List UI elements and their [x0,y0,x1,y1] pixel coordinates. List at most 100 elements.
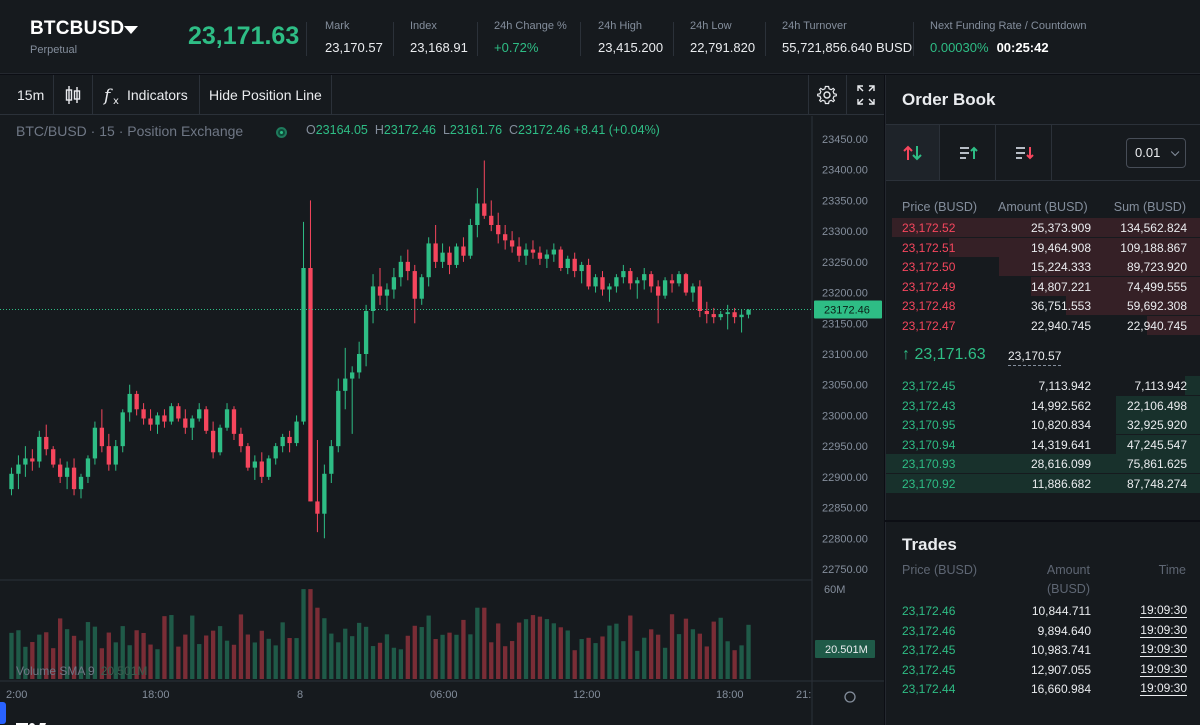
trade-time[interactable]: 19:09:30 [1140,622,1187,638]
candle-body [704,311,709,315]
ohlc-open: 23164.05 [315,123,368,137]
candle-body [593,277,598,287]
ask-row[interactable]: 23,172.49 14,807.221 74,499.555 [886,276,1200,296]
volume-bar [44,632,49,679]
trade-time[interactable]: 19:09:30 [1140,681,1187,697]
row-sum: 89,723.920 [1126,260,1187,275]
tradingview-logo[interactable] [14,718,48,725]
row-sum: 22,940.745 [1126,319,1187,333]
candle-body [690,286,696,293]
candle-body [461,246,466,256]
volume-bar [377,642,383,679]
order-book-title: Order Book [902,90,996,109]
volume-bar [461,619,466,679]
ask-row[interactable]: 23,172.48 36,751.553 59,692.308 [886,296,1200,316]
candle-body [280,436,285,447]
view-both-button[interactable] [886,125,940,180]
mark-price[interactable]: 23,170.57 [1008,349,1062,366]
trade-time[interactable]: 19:09:30 [1140,642,1187,658]
volume-bar [370,646,376,679]
axis-settings-icon[interactable] [844,691,856,703]
volume-bar [690,629,696,679]
time-tick-label: 18:00 [142,689,170,701]
trade-time[interactable]: 19:09:30 [1140,661,1187,677]
interval-selector[interactable]: 15m [17,87,45,103]
candle-body [739,314,744,318]
gear-icon[interactable] [816,75,838,115]
ask-row[interactable]: 23,172.52 25,373.909 134,562.824 [886,218,1200,237]
volume-bar [405,635,410,679]
row-amount: 36,751.553 [1030,299,1091,314]
volume-bar [162,616,167,679]
candle-body [718,314,723,318]
volume-bar [37,634,42,679]
divider [765,22,766,56]
volume-bar [433,639,438,679]
row-sum: 75,861.625 [1126,457,1187,472]
hide-position-line-button[interactable]: Hide Position Line [209,87,322,103]
funding-rate-value: 0.00030% [930,40,989,55]
price-tick-label: 23200.00 [822,288,868,300]
ask-row[interactable]: 23,172.47 22,940.745 22,940.745 [886,316,1200,335]
candle-body [405,261,410,272]
precision-select[interactable]: 0.01 [1126,138,1186,168]
price-tick-label: 23000.00 [822,410,868,422]
stat-label: 24h Low [690,20,732,32]
volume-bar [655,634,661,679]
chevron-down-icon [1170,147,1180,157]
mid-price-value: 23,171.63 [914,346,986,363]
volume-bar [718,617,723,679]
volume-bar [523,619,529,679]
candle-body [224,409,230,428]
bid-row[interactable]: 23,172.45 7,113.942 7,113.942 [886,376,1200,395]
trade-row: 23,172.46 9,894.640 19:09:30 [886,621,1200,641]
candle-body [558,249,563,268]
row-amount: 15,224.333 [1030,260,1091,275]
trade-row: 23,172.46 10,844.711 19:09:30 [886,601,1200,621]
volume-bar [565,630,570,679]
bid-row[interactable]: 23,170.92 11,886.682 87,748.274 [886,474,1200,493]
bid-row[interactable]: 23,170.94 14,319.641 47,245.547 [886,434,1200,454]
indicators-button[interactable]: Indicators [127,87,188,103]
candlestick-icon[interactable] [64,75,82,115]
view-asks-button[interactable] [998,125,1052,180]
candlestick-chart[interactable]: 23450.00 23400.00 23350.00 23300.00 23250.00… [0,116,884,725]
candle-body [245,446,251,468]
col-amount-line2: (BUSD) [1046,582,1090,596]
symbol-dropdown-icon[interactable] [124,26,138,34]
candle-body [266,458,271,477]
trades-title: Trades [902,535,957,554]
volume-bar [558,627,563,679]
svg-text:x: x [113,96,119,107]
row-amount: 14,992.562 [1030,398,1091,413]
volume-tag-label: 20.501M [825,644,868,656]
volume-bar [224,640,230,679]
volume-bar [57,618,63,679]
candle-body [426,243,431,278]
candle-body [204,409,209,431]
view-bids-button[interactable] [942,125,996,180]
trade-time[interactable]: 19:09:30 [1140,603,1187,618]
candle-body [621,271,626,278]
bid-row[interactable]: 23,170.93 28,616.099 75,861.625 [886,454,1200,474]
volume-bar [454,634,459,679]
ask-row[interactable]: 23,172.51 19,464.908 109,188.867 [886,237,1200,257]
candle-body [252,461,257,468]
fullscreen-icon[interactable] [856,75,876,115]
row-amount: 14,319.641 [1030,437,1091,452]
bid-row[interactable]: 23,172.43 14,992.562 22,106.498 [886,395,1200,415]
volume-bar [329,633,334,679]
candle-body [628,271,633,284]
ask-row[interactable]: 23,172.50 15,224.333 89,723.920 [886,257,1200,277]
candle-body [9,473,14,490]
candle-body [523,249,529,256]
symbol-name[interactable]: BTCBUSD [30,18,125,39]
candle-body [92,427,98,459]
trade-amount: 9,894.640 [1037,623,1091,638]
bid-row[interactable]: 23,170.95 10,820.834 32,925.920 [886,415,1200,435]
candle-body [51,449,56,465]
volume-bar [440,634,445,679]
row-sum: 32,925.920 [1126,418,1187,433]
side-toolbar-toggle[interactable] [0,702,6,724]
